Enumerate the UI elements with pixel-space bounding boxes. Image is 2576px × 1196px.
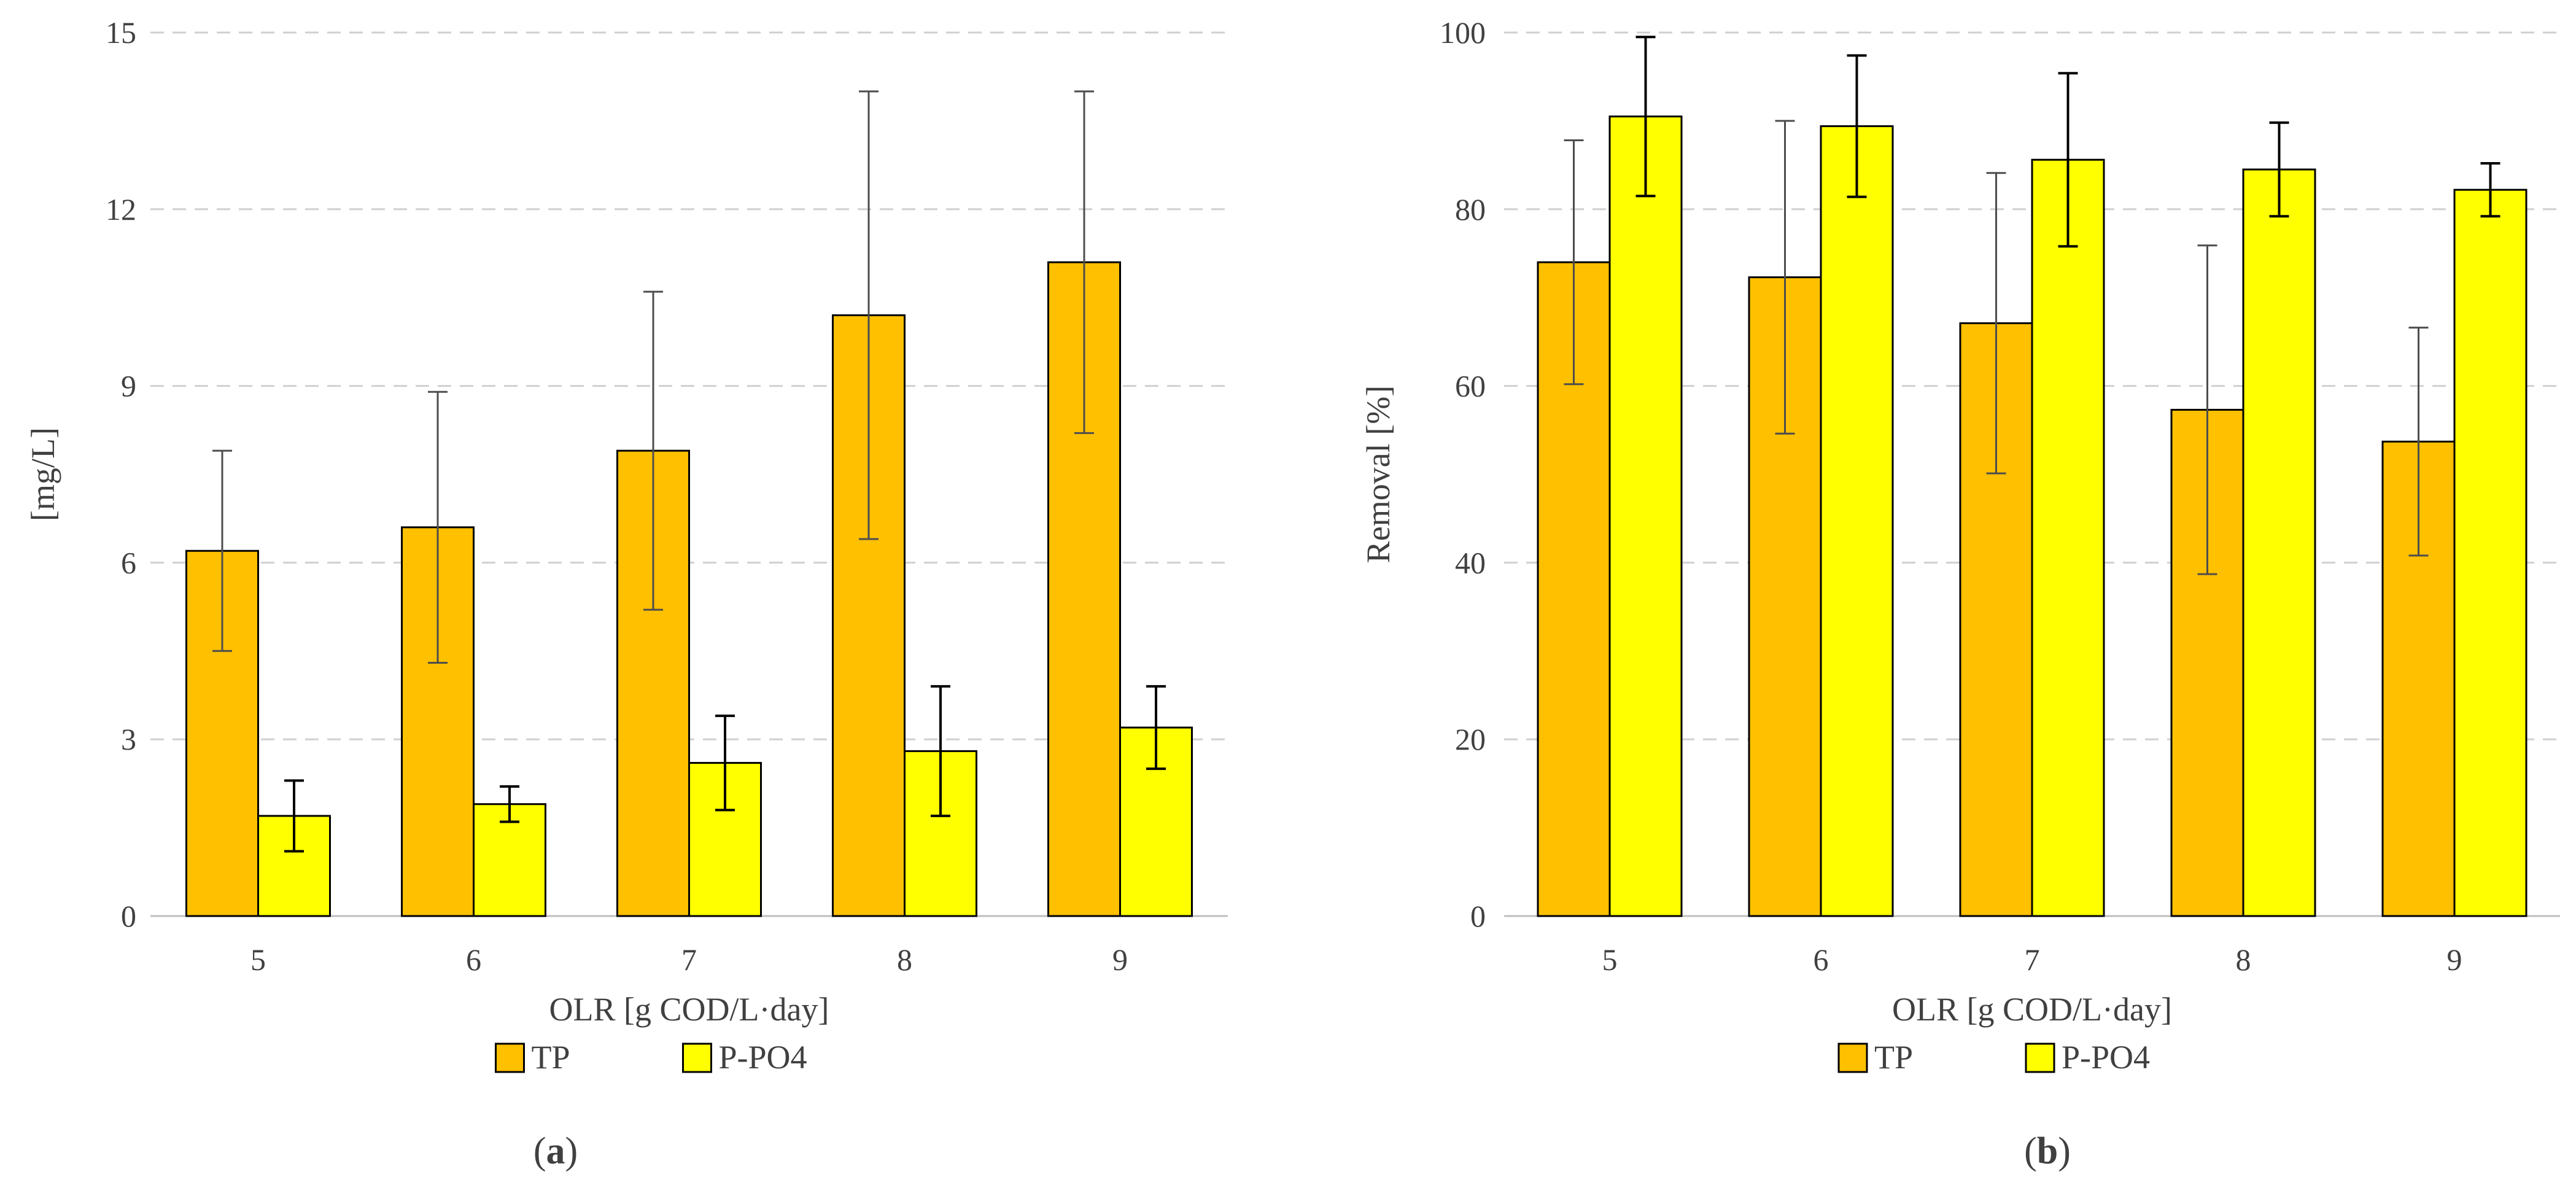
- panel-label: (a): [533, 1130, 578, 1172]
- legend-swatch-p-po4: [2025, 1043, 2055, 1073]
- y-tick-label: 0: [121, 899, 136, 933]
- bar-p-po4: [1608, 115, 1683, 917]
- y-axis-title: [mg/L]: [25, 427, 61, 521]
- y-tick-label: 3: [121, 722, 136, 756]
- y-tick-label: 20: [1455, 722, 1486, 756]
- y-tick-label: 6: [121, 545, 136, 580]
- x-tick-label: 5: [250, 942, 266, 977]
- x-axis-title: OLR [g COD/L·day]: [1892, 991, 2172, 1028]
- x-tick-label: 9: [1112, 942, 1128, 977]
- legend-label: P-PO4: [2062, 1039, 2150, 1076]
- legend-swatch-tp: [1837, 1043, 1868, 1073]
- y-tick-label: 9: [121, 369, 136, 403]
- x-tick-label: 7: [2025, 942, 2040, 977]
- bar-p-po4: [2031, 158, 2105, 917]
- y-axis-title: Removal [%]: [1360, 386, 1397, 563]
- y-tick-label: 0: [1470, 899, 1486, 933]
- legend-label: P-PO4: [719, 1039, 807, 1076]
- legend-label: TP: [1874, 1039, 1913, 1076]
- bar-p-po4: [2453, 188, 2528, 917]
- y-tick-label: 15: [106, 15, 136, 50]
- chart-panel-b: 0 20 40 60 80 100 5 6 7 8 9 OLR [g COD/L·day] Remova…: [1360, 15, 2560, 1172]
- y-tick-label: 80: [1455, 192, 1486, 227]
- x-tick-label: 6: [1814, 942, 1829, 977]
- x-tick-label: 8: [2236, 942, 2251, 977]
- bar-p-po4: [2242, 168, 2316, 917]
- y-tick-label: 12: [106, 192, 136, 227]
- panel-label: (b): [2024, 1130, 2071, 1172]
- x-tick-label: 7: [681, 942, 697, 977]
- x-tick-label: 6: [466, 942, 481, 977]
- legend-swatch-p-po4: [682, 1043, 712, 1073]
- y-tick-label: 60: [1455, 369, 1486, 403]
- y-tick-label: 100: [1440, 15, 1486, 50]
- x-tick-label: 9: [2447, 942, 2462, 977]
- x-axis-title: OLR [g COD/L·day]: [549, 991, 829, 1028]
- x-tick-label: 5: [1602, 942, 1618, 977]
- chart-panel-a: 0 3 6 9 12 15 5 6 7 8 9 OLR [g COD/L·day] [mg/L] TP P-…: [25, 15, 1228, 1172]
- y-tick-label: 40: [1455, 545, 1486, 580]
- legend-swatch-tp: [495, 1043, 525, 1073]
- legend-label: TP: [532, 1039, 570, 1076]
- x-tick-label: 8: [897, 942, 912, 977]
- bar-p-po4: [1820, 125, 1894, 917]
